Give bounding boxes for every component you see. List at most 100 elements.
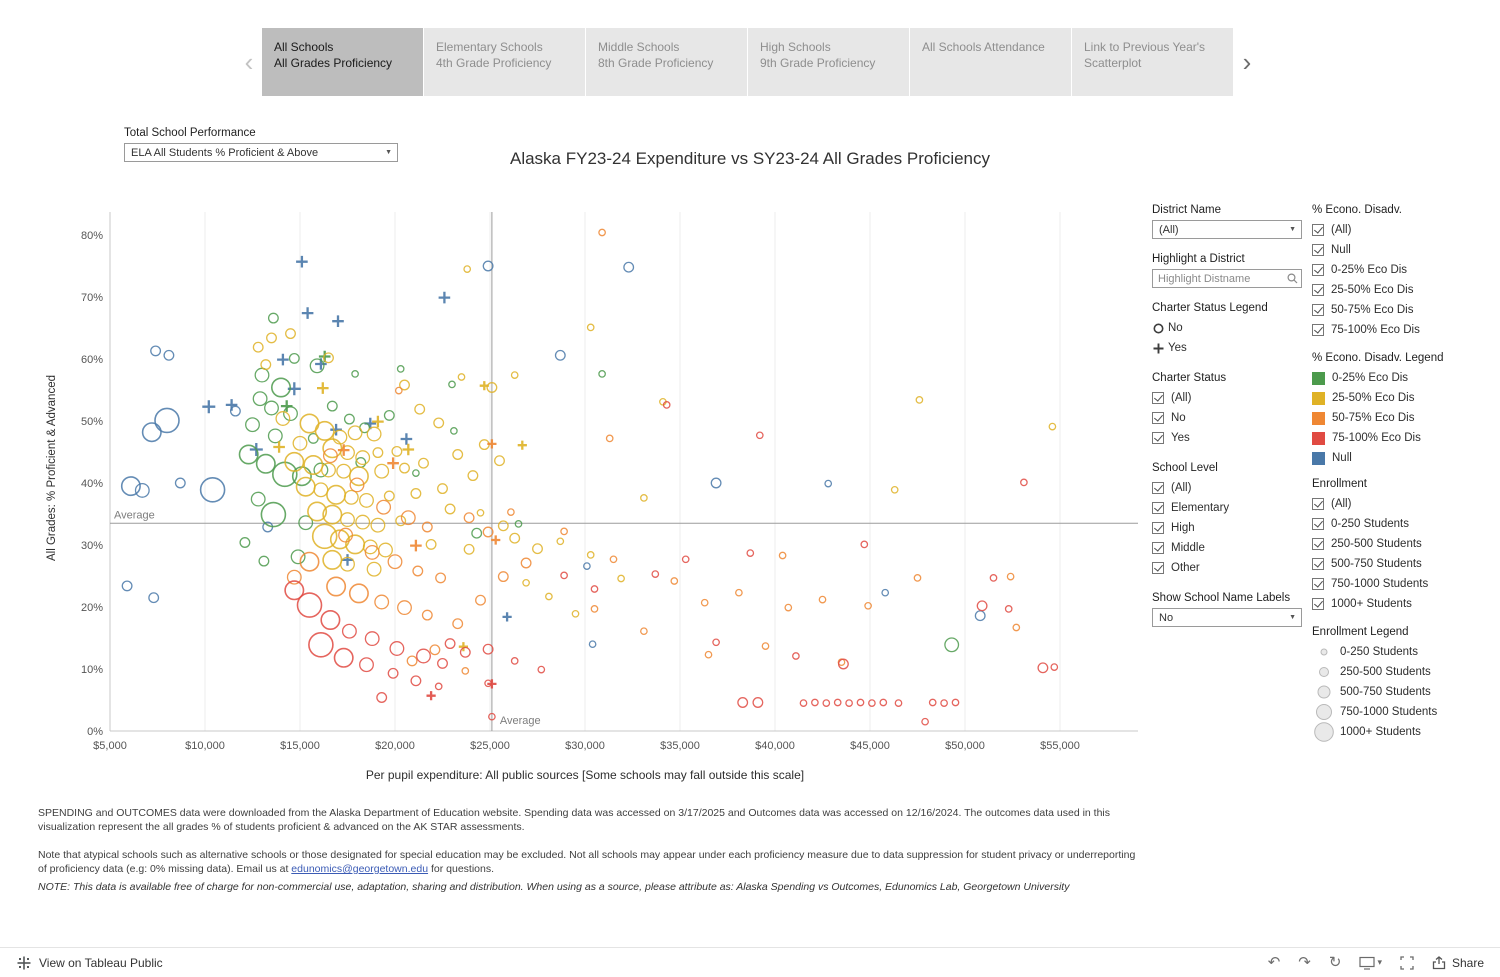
- scatter-point[interactable]: [400, 510, 416, 526]
- scatter-point[interactable]: [347, 425, 363, 441]
- scatter-point[interactable]: [340, 512, 355, 528]
- scatter-point[interactable]: [326, 484, 347, 505]
- scatter-point[interactable]: [554, 349, 566, 361]
- scatter-point[interactable]: [255, 453, 276, 474]
- filter-checkbox-option[interactable]: 50-75% Eco Dis: [1312, 300, 1498, 320]
- scatter-point[interactable]: [792, 652, 800, 660]
- scatter-point[interactable]: [314, 420, 335, 441]
- scatter-point[interactable]: [438, 291, 451, 304]
- scatter-point[interactable]: [364, 631, 380, 647]
- filter-checkbox-option[interactable]: Null: [1312, 240, 1498, 260]
- scatter-point[interactable]: [510, 371, 519, 379]
- scatter-point[interactable]: [285, 328, 296, 340]
- scatter-point[interactable]: [737, 697, 749, 708]
- scatter-point[interactable]: [273, 441, 285, 453]
- scatter-point[interactable]: [951, 698, 960, 707]
- scatter-point[interactable]: [486, 382, 498, 393]
- scatter-point[interactable]: [321, 462, 336, 478]
- scatter-point[interactable]: [341, 623, 357, 639]
- scatter-point[interactable]: [1020, 478, 1028, 487]
- scatter-point[interactable]: [1012, 623, 1021, 632]
- scatter-point[interactable]: [322, 438, 343, 459]
- scatter-point[interactable]: [277, 353, 289, 366]
- filter-checkbox-option[interactable]: Elementary: [1152, 498, 1302, 518]
- scatter-point[interactable]: [309, 358, 325, 374]
- filter-checkbox-option[interactable]: (All): [1312, 494, 1498, 514]
- sheet-tab[interactable]: All Schools All Grades Proficiency: [262, 28, 423, 96]
- scatter-point[interactable]: [457, 373, 466, 381]
- scatter-point[interactable]: [509, 532, 521, 544]
- scatter-point[interactable]: [433, 417, 445, 429]
- scatter-point[interactable]: [811, 698, 819, 707]
- scatter-point[interactable]: [522, 578, 530, 587]
- scatter-point[interactable]: [396, 365, 405, 373]
- scatter-point[interactable]: [202, 400, 216, 414]
- scatter-point[interactable]: [313, 462, 329, 478]
- scatter-point[interactable]: [359, 492, 374, 508]
- scatter-point[interactable]: [491, 535, 501, 545]
- scatter-point[interactable]: [336, 463, 352, 479]
- scatter-point[interactable]: [475, 594, 486, 606]
- redo-icon[interactable]: ↷: [1298, 954, 1311, 971]
- scatter-point[interactable]: [799, 699, 808, 707]
- scatter-point[interactable]: [571, 609, 580, 618]
- filter-checkbox-option[interactable]: 750-1000 Students: [1312, 574, 1498, 594]
- filter-checkbox-option[interactable]: (All): [1312, 220, 1498, 240]
- scatter-point[interactable]: [426, 691, 436, 701]
- scatter-point[interactable]: [487, 679, 497, 689]
- scatter-point[interactable]: [271, 377, 292, 398]
- scatter-point[interactable]: [239, 537, 251, 548]
- filter-checkbox-option[interactable]: 0-25% Eco Dis: [1312, 260, 1498, 280]
- scatter-point[interactable]: [284, 580, 305, 601]
- scatter-point[interactable]: [266, 332, 277, 344]
- scatter-point[interactable]: [120, 476, 141, 497]
- scatter-point[interactable]: [590, 605, 599, 613]
- scatter-point[interactable]: [341, 554, 354, 566]
- scatter-point[interactable]: [298, 515, 314, 531]
- scatter-point[interactable]: [463, 265, 472, 273]
- scatter-point[interactable]: [399, 379, 410, 391]
- scatter-point[interactable]: [755, 431, 764, 440]
- scatter-point[interactable]: [640, 627, 648, 636]
- view-on-tableau-link[interactable]: View on Tableau Public: [16, 955, 163, 971]
- scatter-point[interactable]: [322, 448, 338, 464]
- scatter-point[interactable]: [154, 407, 180, 434]
- scatter-point[interactable]: [418, 457, 429, 469]
- scatter-point[interactable]: [267, 428, 283, 444]
- scatter-point[interactable]: [267, 312, 279, 324]
- sheet-tab[interactable]: All Schools Attendance: [910, 28, 1071, 96]
- scatter-point[interactable]: [397, 600, 412, 616]
- scatter-point[interactable]: [463, 512, 475, 524]
- scatter-point[interactable]: [868, 699, 876, 707]
- scatter-point[interactable]: [845, 699, 853, 707]
- scatter-point[interactable]: [989, 574, 998, 582]
- scatter-point[interactable]: [292, 435, 308, 451]
- scatter-point[interactable]: [317, 382, 329, 394]
- scatter-point[interactable]: [313, 482, 329, 498]
- scatter-point[interactable]: [410, 488, 422, 499]
- scatter-point[interactable]: [340, 445, 355, 461]
- scatter-point[interactable]: [450, 427, 458, 435]
- scatter-point[interactable]: [395, 515, 407, 527]
- scatter-point[interactable]: [617, 574, 625, 583]
- scatter-point[interactable]: [372, 447, 384, 459]
- scatter-point[interactable]: [343, 489, 359, 505]
- scatter-point[interactable]: [275, 411, 291, 426]
- scatter-point[interactable]: [355, 514, 371, 530]
- scatter-point[interactable]: [229, 405, 241, 417]
- sheet-tab[interactable]: High Schools 9th Grade Proficiency: [748, 28, 909, 96]
- scatter-point[interactable]: [435, 572, 447, 584]
- scatter-point[interactable]: [497, 571, 509, 583]
- scatter-point[interactable]: [458, 642, 468, 652]
- scatter-point[interactable]: [588, 640, 597, 649]
- scatter-point[interactable]: [148, 592, 160, 604]
- scatter-point[interactable]: [1006, 572, 1015, 581]
- district-filter-select[interactable]: (All) ▼: [1152, 220, 1302, 239]
- scatter-point[interactable]: [879, 698, 888, 707]
- scatter-point[interactable]: [479, 381, 489, 391]
- scatter-point[interactable]: [374, 594, 390, 610]
- scatter-point[interactable]: [482, 526, 494, 538]
- scatter-point[interactable]: [482, 643, 494, 655]
- scatter-point[interactable]: [406, 655, 418, 667]
- scatter-point[interactable]: [913, 574, 922, 582]
